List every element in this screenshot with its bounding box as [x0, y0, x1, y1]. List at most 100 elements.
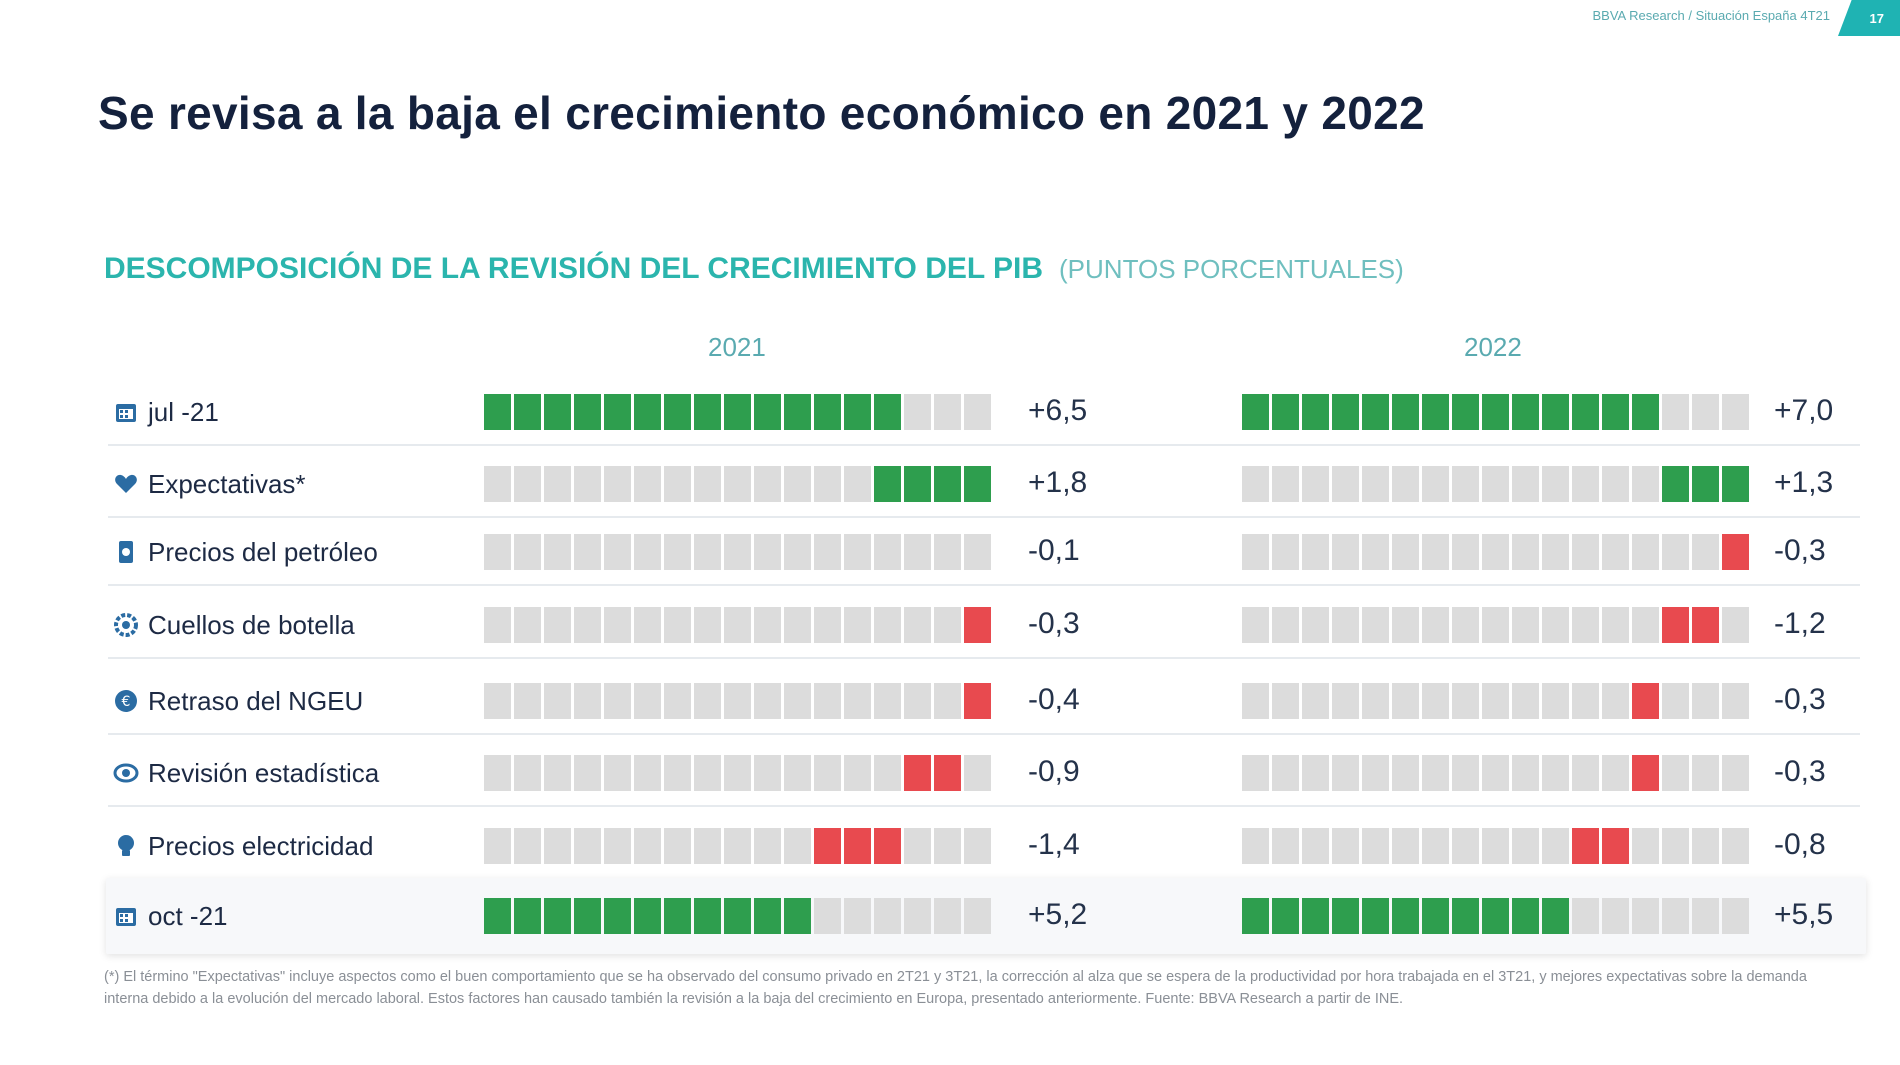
bar-empty-segment [724, 828, 751, 864]
bar-segment [604, 394, 631, 430]
bar-empty-segment [964, 828, 991, 864]
euro-icon: € [112, 687, 140, 715]
value-label-2021: -0,1 [1028, 534, 1080, 567]
bar-empty-segment [604, 607, 631, 643]
bar-empty-segment [1272, 607, 1299, 643]
bar-segment [664, 898, 691, 934]
bar-segment [1632, 683, 1659, 719]
bar-segment [1272, 394, 1299, 430]
bar-segment [1632, 394, 1659, 430]
bar-empty-segment [1392, 466, 1419, 502]
bar-empty-segment [1302, 466, 1329, 502]
bar-empty-segment [1362, 607, 1389, 643]
bar-track-2022 [1242, 607, 1749, 643]
bar-empty-segment [694, 755, 721, 791]
bar-track-2022 [1242, 534, 1749, 570]
bar-empty-segment [724, 607, 751, 643]
bar-empty-segment [1452, 828, 1479, 864]
bar-empty-segment [1722, 683, 1749, 719]
value-label-2021: +5,2 [1028, 898, 1088, 931]
bar-segment [784, 898, 811, 934]
bar-empty-segment [1602, 683, 1629, 719]
bar-empty-segment [1302, 755, 1329, 791]
bar-segment [1422, 898, 1449, 934]
bar-empty-segment [1662, 828, 1689, 864]
bar-segment [514, 394, 541, 430]
bar-empty-segment [1722, 898, 1749, 934]
page-number-badge: 17 [1838, 0, 1900, 36]
bar-segment [544, 898, 571, 934]
bar-empty-segment [964, 534, 991, 570]
bar-empty-segment [784, 607, 811, 643]
bar-empty-segment [514, 607, 541, 643]
bar-track-2022 [1242, 755, 1749, 791]
calendar-icon [116, 908, 136, 926]
bar-empty-segment [604, 466, 631, 502]
bar-segment [1662, 466, 1689, 502]
bar-empty-segment [904, 683, 931, 719]
bar-empty-segment [1422, 828, 1449, 864]
bar-empty-segment [754, 534, 781, 570]
footnote: (*) El término "Expectativas" incluye as… [104, 969, 1807, 1007]
bar-empty-segment [844, 466, 871, 502]
bar-empty-segment [664, 534, 691, 570]
bar-empty-segment [1242, 466, 1269, 502]
bar-empty-segment [1332, 466, 1359, 502]
bar-empty-segment [1722, 828, 1749, 864]
bar-empty-segment [844, 898, 871, 934]
bar-empty-segment [1692, 534, 1719, 570]
bar-segment [1572, 394, 1599, 430]
bar-empty-segment [814, 683, 841, 719]
bar-empty-segment [784, 755, 811, 791]
bar-track-2022 [1242, 394, 1749, 430]
euro-icon: € [115, 690, 137, 712]
bar-empty-segment [1482, 534, 1509, 570]
bar-empty-segment [1602, 898, 1629, 934]
bar-empty-segment [784, 683, 811, 719]
bar-empty-segment [1722, 755, 1749, 791]
bar-segment [1242, 898, 1269, 934]
bar-segment [1482, 898, 1509, 934]
bar-segment [1602, 394, 1629, 430]
bar-segment [724, 394, 751, 430]
bar-empty-segment [634, 607, 661, 643]
value-label-2022: -0,3 [1774, 534, 1826, 567]
row-divider [108, 444, 1860, 446]
bar-empty-segment [964, 394, 991, 430]
bar-segment [604, 898, 631, 934]
bar-empty-segment [544, 607, 571, 643]
bar-segment [1512, 898, 1539, 934]
bar-segment [844, 394, 871, 430]
bar-empty-segment [754, 607, 781, 643]
bar-empty-segment [1422, 683, 1449, 719]
bar-empty-segment [1542, 828, 1569, 864]
bar-segment [1302, 898, 1329, 934]
bar-empty-segment [1272, 466, 1299, 502]
bar-empty-segment [1542, 607, 1569, 643]
bar-empty-segment [1242, 755, 1269, 791]
eye-icon [112, 759, 140, 787]
bar-empty-segment [814, 466, 841, 502]
bar-empty-segment [484, 755, 511, 791]
bar-segment [484, 898, 511, 934]
bar-segment [1632, 755, 1659, 791]
bar-empty-segment [1482, 755, 1509, 791]
bar-segment [1452, 394, 1479, 430]
bar-empty-segment [1272, 683, 1299, 719]
bar-empty-segment [1362, 683, 1389, 719]
bar-empty-segment [664, 607, 691, 643]
bar-empty-segment [514, 828, 541, 864]
bar-empty-segment [1662, 898, 1689, 934]
row-label: Precios electricidad [112, 826, 373, 866]
bar-empty-segment [874, 683, 901, 719]
bar-empty-segment [1422, 466, 1449, 502]
chart-row: € Retraso del NGEU [108, 681, 1860, 721]
bar-segment [1392, 394, 1419, 430]
bar-empty-segment [754, 466, 781, 502]
bar-segment [724, 898, 751, 934]
bar-empty-segment [844, 534, 871, 570]
bar-empty-segment [1572, 607, 1599, 643]
bar-empty-segment [754, 755, 781, 791]
bar-empty-segment [514, 534, 541, 570]
value-label-2022: -0,3 [1774, 683, 1826, 716]
